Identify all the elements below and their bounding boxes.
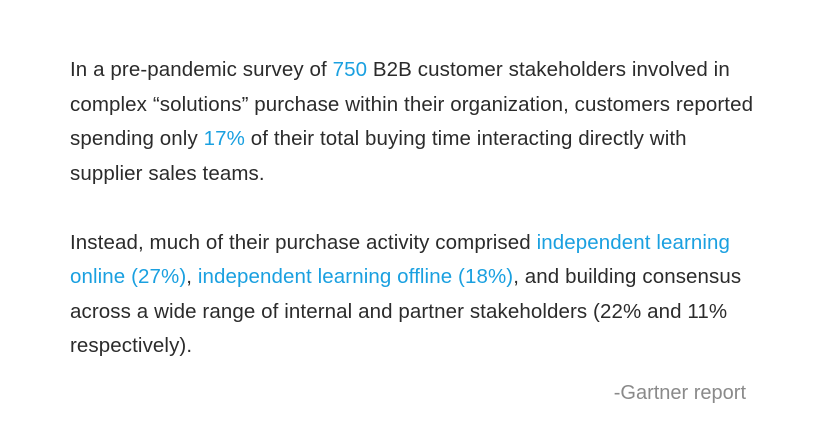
- independent-learning-online-highlight: independent learning online (27%): [70, 230, 731, 289]
- paragraph-2-text-3: , and building consensus across a wide r…: [70, 265, 742, 357]
- quote-paragraph-1: In a pre-pandemic survey of 750 B2B cust…: [70, 53, 760, 191]
- independent-learning-offline-highlight: independent learning offline (18%): [197, 265, 514, 288]
- quote-card: In a pre-pandemic survey of 750 B2B cust…: [70, 53, 760, 364]
- quote-source: -Gartner report: [613, 382, 746, 404]
- paragraph-2-text-2: ,: [186, 265, 198, 288]
- paragraph-1-text-2: B2B customer stakeholders involved in co…: [70, 58, 754, 150]
- paragraph-1-text-3: of their total buying time interacting d…: [70, 127, 687, 185]
- paragraph-1-text-1: In a pre-pandemic survey of: [70, 58, 333, 81]
- quote-paragraph-2: Instead, much of their purchase activity…: [70, 226, 760, 364]
- stat-17-percent-highlight: 17%: [203, 127, 245, 150]
- stat-750-highlight: 750: [332, 58, 368, 81]
- paragraph-2-text-1: Instead, much of their purchase activity…: [70, 230, 537, 254]
